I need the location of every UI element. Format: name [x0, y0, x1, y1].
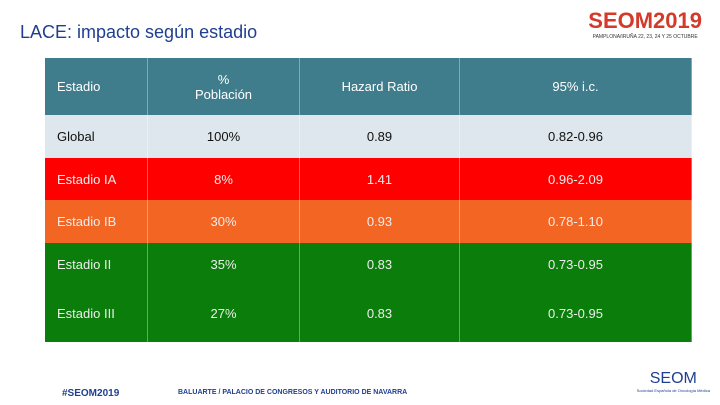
table-cell: Hazard Ratio [300, 58, 460, 115]
table-cell: Estadio II [45, 243, 148, 285]
table-cell: 30% [148, 200, 300, 243]
table-cell: 35% [148, 243, 300, 285]
table-cell: 27% [148, 285, 300, 342]
table-cell: 0.73-0.95 [460, 285, 692, 342]
table-cell: 0.82-0.96 [460, 115, 692, 158]
logo-name: SEOM2019 [588, 8, 702, 33]
table-cell: Estadio [45, 58, 148, 115]
table-cell: 1.41 [300, 158, 460, 200]
table-header: Estadio% Población Hazard Ratio 95% i.c. [45, 58, 692, 115]
table-cell: 0.89 [300, 115, 460, 158]
table-row: Estadio IA 8% 1.41 0.96-2.09 [45, 158, 692, 200]
table-cell: 0.93 [300, 200, 460, 243]
table-cell: Global [45, 115, 148, 158]
brand-subtitle: Sociedad Española de Oncología Médica [636, 388, 710, 393]
table-cell: 0.83 [300, 285, 460, 342]
brand: SEOM Sociedad Española de Oncología Médi… [637, 370, 710, 393]
logo: SEOM2019 PAMPLONA/IRUÑA 22, 23, 24 Y 25 … [588, 8, 702, 40]
table-cell: 100% [148, 115, 300, 158]
slide-title: LACE: impacto según estadio [20, 22, 258, 42]
table-cell: 0.73-0.95 [460, 243, 692, 285]
table-cell: 0.83 [300, 243, 460, 285]
hashtag: #SEOM2019 [62, 388, 120, 399]
table-cell: % Población [148, 58, 300, 115]
table-cell: Estadio III [45, 285, 148, 342]
table-row: Estadio II 35% 0.83 0.73-0.95 [45, 243, 692, 285]
venue: BALUARTE / PALACIO DE CONGRESOS Y AUDITO… [178, 389, 408, 396]
table-row: Estadio IB 30% 0.93 0.78-1.10 [45, 200, 692, 243]
table-cell: 0.78-1.10 [460, 200, 692, 243]
table-cell: Estadio IB [45, 200, 148, 243]
table: Estadio% Población Hazard Ratio 95% i.c. Gl… [45, 58, 692, 342]
table-row: Estadio III 27% 0.83 0.73-0.95 [45, 285, 692, 342]
table-cell: 0.96-2.09 [460, 158, 692, 200]
table-cell: 8% [148, 158, 300, 200]
table-row: Global 100% 0.89 0.82-0.96 [45, 115, 692, 158]
table-cell: Estadio IA [45, 158, 148, 200]
brand-name: SEOM [649, 370, 697, 387]
table-cell: 95% i.c. [460, 58, 692, 115]
logo-subtitle: PAMPLONA/IRUÑA 22, 23, 24 Y 25 OCTUBRE [592, 34, 698, 40]
